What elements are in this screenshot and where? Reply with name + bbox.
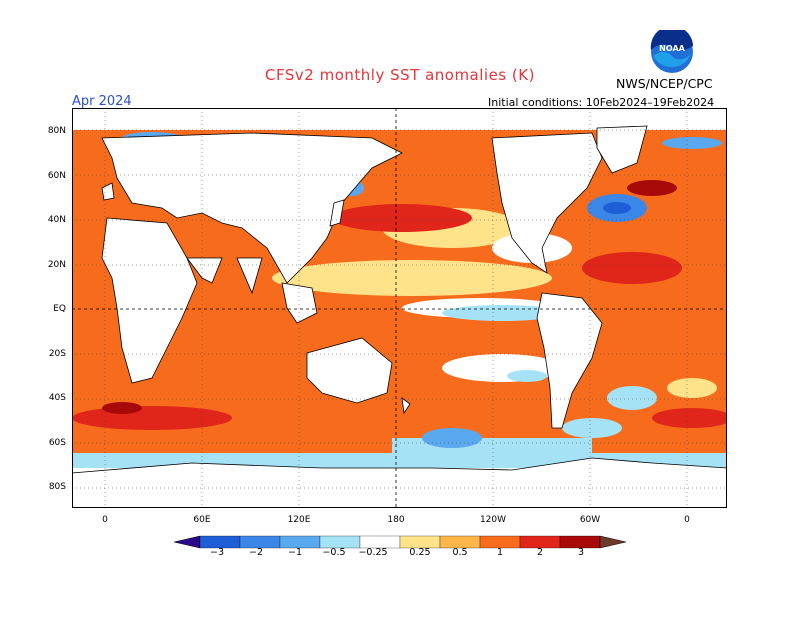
forecast-month: Apr 2024: [72, 94, 132, 109]
colorbar: [174, 535, 626, 549]
lat-label: 20N: [47, 260, 66, 270]
colorbar-label: −1: [287, 547, 302, 558]
lat-label: 20S: [48, 349, 66, 359]
lon-label: 120W: [479, 515, 507, 525]
lat-label: 60S: [48, 438, 66, 448]
continents: [72, 125, 727, 508]
lat-label: 60N: [47, 171, 66, 181]
colorbar-label: 1: [496, 547, 504, 558]
map-frame: [72, 108, 727, 508]
lon-label: 180: [387, 515, 405, 525]
lat-label: 80S: [48, 482, 66, 492]
colorbar-high-extend: [599, 535, 626, 549]
lat-label: 80N: [47, 126, 66, 136]
colorbar-label: −2: [248, 547, 263, 558]
noaa-logo-text: NOAA: [659, 44, 685, 53]
initial-conditions: Initial conditions: 10Feb2024–19Feb2024: [488, 96, 715, 109]
colorbar-label: 0.5: [452, 547, 468, 558]
sst-anomaly-map: [72, 108, 727, 508]
lon-label: 60W: [579, 515, 601, 525]
colorbar-label: 0.25: [409, 547, 431, 558]
noaa-logo: NOAA: [650, 30, 693, 73]
lat-label: 40N: [47, 215, 66, 225]
colorbar-label: 3: [577, 547, 585, 558]
lon-label: 120E: [287, 515, 311, 525]
colorbar-label: 2: [536, 547, 544, 558]
lon-label: 0: [684, 515, 690, 525]
colorbar-label: −3: [209, 547, 224, 558]
colorbar-label: −0.25: [358, 547, 388, 558]
lat-label: 40S: [48, 393, 66, 403]
map-title: CFSv2 monthly SST anomalies (K): [265, 66, 535, 84]
lon-label: 0: [102, 515, 108, 525]
lon-label: 60E: [193, 515, 211, 525]
agency-label: NWS/NCEP/CPC: [616, 76, 713, 91]
lat-label: EQ: [53, 304, 66, 314]
colorbar-label: −0.5: [322, 547, 346, 558]
graticule: [72, 108, 727, 508]
